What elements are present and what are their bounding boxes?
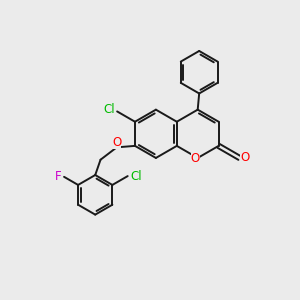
Text: Cl: Cl — [130, 169, 142, 183]
Text: F: F — [55, 170, 62, 183]
Text: O: O — [191, 152, 200, 165]
Text: O: O — [240, 152, 250, 164]
Text: Cl: Cl — [103, 103, 115, 116]
Text: O: O — [112, 136, 121, 148]
